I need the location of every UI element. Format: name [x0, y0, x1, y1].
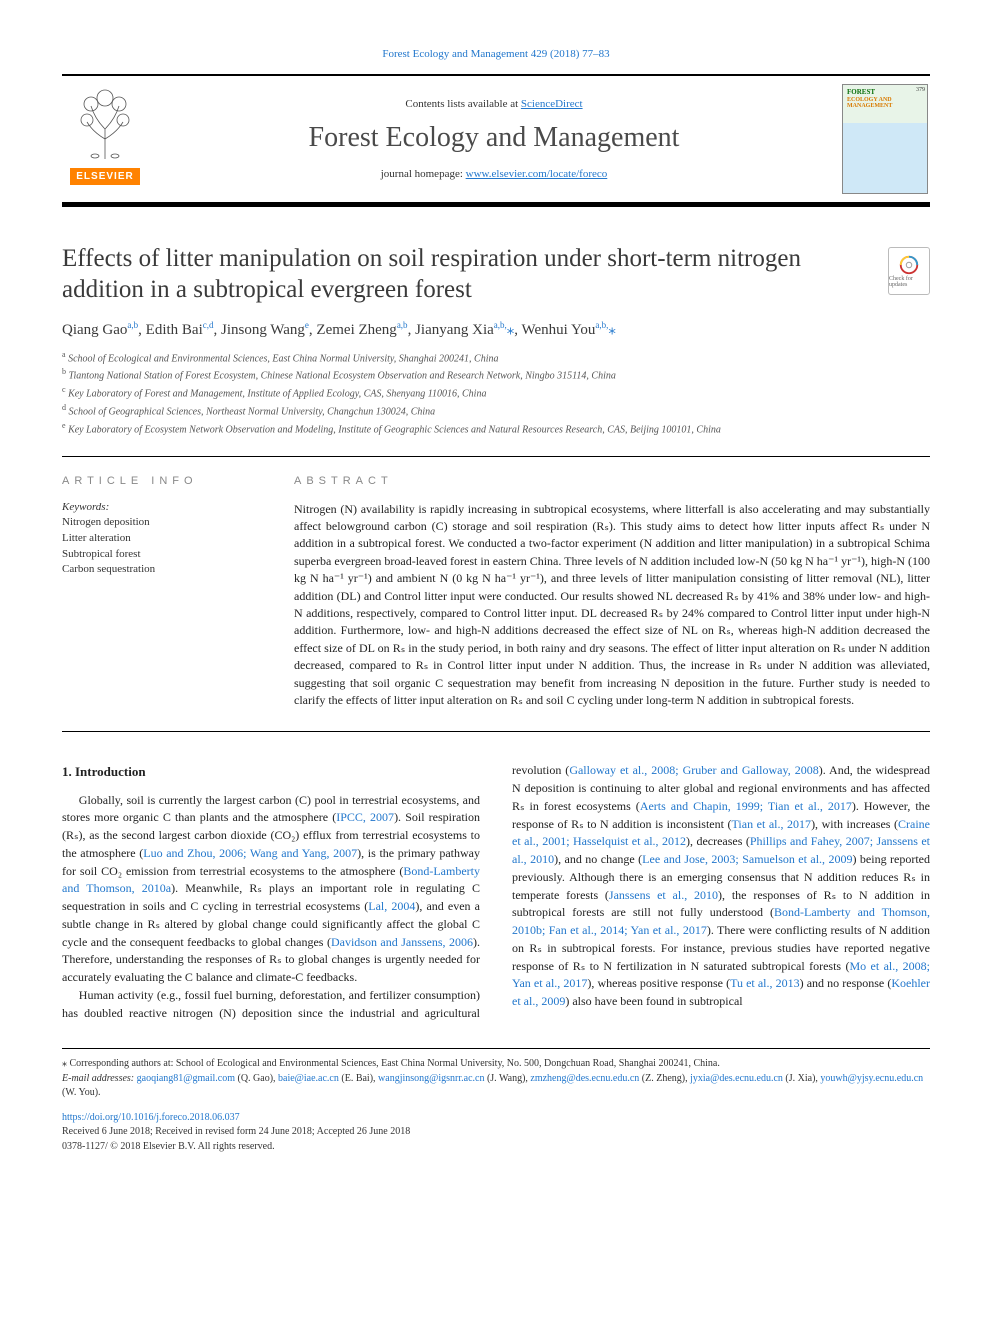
journal-homepage-link[interactable]: www.elsevier.com/locate/foreco: [466, 168, 608, 180]
email-addresses-line: E-mail addresses: gaoqiang81@gmail.com (…: [62, 1072, 930, 1101]
journal-homepage-line: journal homepage: www.elsevier.com/locat…: [166, 168, 822, 180]
citation-link[interactable]: Tu et al., 2013: [730, 976, 800, 990]
contents-prefix: Contents lists available at: [405, 98, 520, 110]
email-link[interactable]: gaoqiang81@gmail.com: [137, 1073, 235, 1084]
keywords-label: Keywords:: [62, 501, 260, 513]
keywords-list: Nitrogen depositionLitter alterationSubt…: [62, 515, 260, 579]
elsevier-wordmark: ELSEVIER: [70, 168, 139, 185]
received-dates: Received 6 June 2018; Received in revise…: [62, 1126, 410, 1137]
citation-link[interactable]: Mo et al., 2008; Yan et al., 2017: [512, 959, 930, 991]
doi-link[interactable]: https://doi.org/10.1016/j.foreco.2018.06…: [62, 1112, 240, 1123]
corresponding-author-note: ⁎ Corresponding authors at: School of Ec…: [62, 1057, 930, 1072]
check-for-updates-button[interactable]: Check for updates: [888, 247, 930, 295]
email-link[interactable]: youwh@yjsy.ecnu.edu.cn: [820, 1073, 923, 1084]
citation-link[interactable]: Davidson and Janssens, 2006: [331, 935, 473, 949]
article-title: Effects of litter manipulation on soil r…: [62, 243, 876, 306]
divider: [62, 731, 930, 732]
intro-paragraph-1: Globally, soil is currently the largest …: [62, 792, 480, 987]
email-link[interactable]: wangjinsong@igsnrr.ac.cn: [378, 1073, 484, 1084]
citation-link[interactable]: Luo and Zhou, 2006; Wang and Yang, 2007: [143, 846, 357, 860]
sciencedirect-link[interactable]: ScienceDirect: [521, 98, 583, 110]
email-link[interactable]: jyxia@des.ecnu.edu.cn: [690, 1073, 783, 1084]
journal-cover-thumbnail: 379 FOREST ECOLOGY AND MANAGEMENT: [842, 84, 928, 194]
citation-link[interactable]: Bond-Lamberty and Thomson, 2010a: [62, 864, 480, 896]
email-link[interactable]: baie@iae.ac.cn: [278, 1073, 339, 1084]
author-list: Qiang Gaoa,b, Edith Baic,d, Jinsong Wang…: [62, 320, 930, 339]
publisher-logo-block: ELSEVIER: [62, 76, 158, 202]
citation-link[interactable]: Janssens et al., 2010: [609, 888, 718, 902]
check-updates-label: Check for updates: [889, 276, 929, 288]
citation-link[interactable]: Lal, 2004: [368, 899, 415, 913]
cover-subtitle: ECOLOGY AND MANAGEMENT: [843, 97, 927, 109]
citation-link[interactable]: Tian et al., 2017: [732, 817, 812, 831]
affiliations-list: a School of Ecological and Environmental…: [62, 349, 930, 438]
section-heading-introduction: 1. Introduction: [62, 762, 480, 781]
article-info-heading: ARTICLE INFO: [62, 475, 260, 487]
contents-available-line: Contents lists available at ScienceDirec…: [166, 98, 822, 110]
abstract-text: Nitrogen (N) availability is rapidly inc…: [294, 501, 930, 710]
journal-header: ELSEVIER Contents lists available at Sci…: [62, 74, 930, 207]
citation-link[interactable]: Bond-Lamberty and Thomson, 2010b; Fan et…: [512, 905, 930, 937]
journal-name: Forest Ecology and Management: [166, 122, 822, 154]
citation-link[interactable]: IPCC, 2007: [336, 810, 394, 824]
citation-link[interactable]: Aerts and Chapin, 1999; Tian et al., 201…: [640, 799, 852, 813]
journal-issue-link[interactable]: Forest Ecology and Management 429 (2018)…: [62, 48, 930, 60]
citation-link[interactable]: Galloway et al., 2008; Gruber and Gallow…: [569, 763, 818, 777]
issn-copyright: 0378-1127/ © 2018 Elsevier B.V. All righ…: [62, 1141, 275, 1152]
divider: [62, 456, 930, 457]
article-body: 1. Introduction Globally, soil is curren…: [62, 762, 930, 1022]
cover-title: FOREST: [843, 85, 927, 97]
crossmark-icon: [898, 254, 920, 276]
citation-link[interactable]: Lee and Jose, 2003; Samuelson et al., 20…: [642, 852, 852, 866]
footnotes-block: ⁎ Corresponding authors at: School of Ec…: [62, 1048, 930, 1101]
abstract-heading: ABSTRACT: [294, 475, 930, 487]
cover-issue-number: 379: [916, 87, 925, 93]
homepage-prefix: journal homepage:: [381, 168, 466, 180]
elsevier-tree-icon: [65, 84, 145, 164]
email-link[interactable]: zmzheng@des.ecnu.edu.cn: [530, 1073, 639, 1084]
doi-block: https://doi.org/10.1016/j.foreco.2018.06…: [62, 1111, 930, 1155]
